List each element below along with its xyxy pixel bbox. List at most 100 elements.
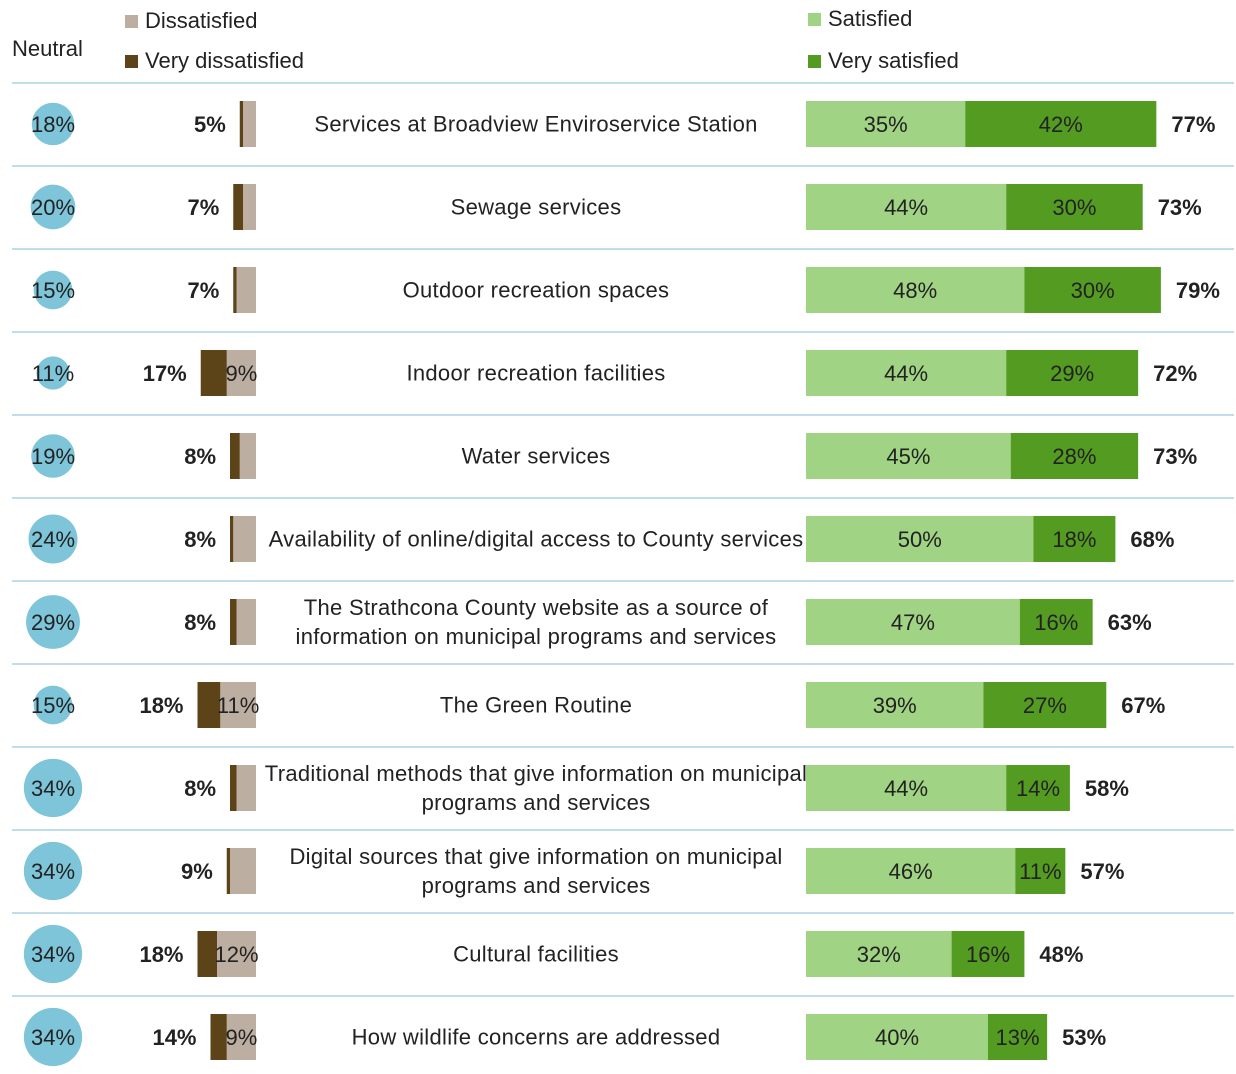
satisfied-total: 48% <box>1039 942 1083 967</box>
very-satisfied-bar <box>1024 267 1161 313</box>
neutral-circle <box>23 1007 83 1067</box>
dissatisfied-total: 14% <box>152 1025 196 1050</box>
legend-swatch <box>808 13 821 26</box>
very-dissatisfied-bar <box>230 433 240 479</box>
dissatisfied-label: 9% <box>225 361 257 386</box>
satisfied-total: 53% <box>1062 1025 1106 1050</box>
satisfied-bar <box>806 1014 988 1060</box>
neutral-circle <box>31 102 75 146</box>
legend-label: Satisfied <box>828 6 912 31</box>
dissatisfied-bar <box>233 516 256 562</box>
very-satisfied-bar <box>1015 848 1066 894</box>
very-dissatisfied-bar <box>226 848 230 894</box>
very-satisfied-label: 30% <box>1071 278 1115 303</box>
category-label: Outdoor recreation spaces <box>402 277 670 303</box>
neutral-label: 24% <box>31 527 75 552</box>
satisfied-bar <box>806 848 1016 894</box>
dissatisfied-label: 11% <box>217 693 259 718</box>
very-satisfied-bar <box>1019 599 1093 645</box>
dissatisfied-total: 17% <box>143 361 187 386</box>
category-label: Indoor recreation facilities <box>406 360 666 386</box>
legend-swatch <box>125 55 138 68</box>
very-dissatisfied-bar <box>197 682 221 728</box>
satisfied-total: 63% <box>1108 610 1152 635</box>
satisfied-bar <box>806 599 1020 645</box>
very-satisfied-bar <box>1006 350 1139 396</box>
category-label: Digital sources that give information on… <box>289 844 783 898</box>
neutral-label: 29% <box>31 610 75 635</box>
category-label: The Green Routine <box>439 692 633 718</box>
dissatisfied-total: 8% <box>184 776 216 801</box>
very-satisfied-label: 29% <box>1050 361 1094 386</box>
very-dissatisfied-bar <box>230 599 237 645</box>
neutral-label: 34% <box>31 942 75 967</box>
category-label: Water services <box>461 443 611 469</box>
very-satisfied-bar <box>1006 765 1070 811</box>
category-label: The Strathcona County website as a sourc… <box>295 595 777 649</box>
neutral-circle <box>23 841 83 901</box>
very-satisfied-label: 16% <box>966 942 1010 967</box>
satisfied-label: 44% <box>884 195 928 220</box>
neutral-circle <box>31 434 75 478</box>
legend-swatch <box>125 15 138 28</box>
satisfied-total: 58% <box>1085 776 1129 801</box>
very-dissatisfied-bar <box>233 267 237 313</box>
neutral-circle <box>23 758 83 818</box>
satisfied-bar <box>806 516 1034 562</box>
very-satisfied-label: 11% <box>1019 859 1061 884</box>
legend-swatch <box>808 55 821 68</box>
neutral-circle <box>36 356 70 390</box>
legend-label: Neutral <box>12 36 83 61</box>
satisfied-label: 35% <box>864 112 908 137</box>
very-satisfied-bar <box>1010 433 1139 479</box>
neutral-circle <box>30 184 76 230</box>
very-dissatisfied-bar <box>210 1014 227 1060</box>
satisfied-total: 79% <box>1176 278 1220 303</box>
legend-label: Dissatisfied <box>145 8 257 33</box>
satisfied-label: 45% <box>886 444 930 469</box>
satisfied-label: 44% <box>884 776 928 801</box>
very-satisfied-label: 30% <box>1052 195 1096 220</box>
satisfied-label: 46% <box>889 859 933 884</box>
satisfied-total: 57% <box>1080 859 1124 884</box>
very-dissatisfied-bar <box>230 516 234 562</box>
satisfied-label: 48% <box>893 278 937 303</box>
very-satisfied-bar <box>983 682 1107 728</box>
very-satisfied-bar <box>1033 516 1116 562</box>
satisfied-total: 67% <box>1121 693 1165 718</box>
satisfied-label: 39% <box>873 693 917 718</box>
very-satisfied-label: 16% <box>1034 610 1078 635</box>
very-dissatisfied-bar <box>197 931 217 977</box>
neutral-circle <box>28 514 78 564</box>
category-label: Sewage services <box>450 194 622 220</box>
very-satisfied-label: 13% <box>996 1025 1040 1050</box>
dissatisfied-total: 5% <box>194 112 226 137</box>
satisfied-total: 77% <box>1171 112 1215 137</box>
dissatisfied-total: 8% <box>184 610 216 635</box>
very-dissatisfied-bar <box>239 101 243 147</box>
satisfied-label: 40% <box>875 1025 919 1050</box>
dissatisfied-bar <box>226 350 256 396</box>
very-satisfied-bar <box>951 931 1025 977</box>
dissatisfied-bar <box>243 184 256 230</box>
neutral-circle <box>26 595 80 649</box>
dissatisfied-total: 8% <box>184 444 216 469</box>
dissatisfied-bar <box>226 1014 256 1060</box>
satisfied-bar <box>806 765 1007 811</box>
very-satisfied-label: 28% <box>1052 444 1096 469</box>
very-satisfied-label: 14% <box>1016 776 1060 801</box>
satisfied-label: 47% <box>891 610 935 635</box>
neutral-label: 19% <box>31 444 75 469</box>
satisfied-label: 32% <box>857 942 901 967</box>
category-label: Services at Broadview Enviroservice Stat… <box>314 111 758 137</box>
satisfied-label: 44% <box>884 361 928 386</box>
dissatisfied-bar <box>220 682 256 728</box>
neutral-label: 18% <box>31 112 75 137</box>
category-label: How wildlife concerns are addressed <box>351 1024 721 1050</box>
dissatisfied-bar <box>217 931 256 977</box>
satisfied-bar <box>806 350 1007 396</box>
neutral-label: 20% <box>31 195 75 220</box>
satisfied-total: 68% <box>1130 527 1174 552</box>
